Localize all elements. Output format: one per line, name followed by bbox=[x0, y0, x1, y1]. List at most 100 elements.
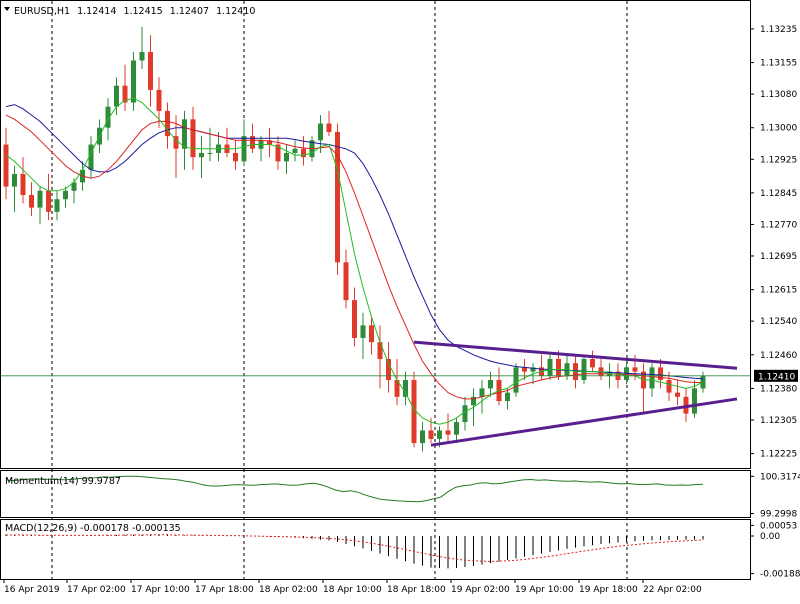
trendline[interactable] bbox=[430, 397, 738, 447]
time-tick-label: 18 Apr 02:00 bbox=[259, 585, 318, 595]
current-price-marker: 1.12410 bbox=[1, 369, 798, 382]
candle bbox=[3, 127, 9, 200]
momentum-tick-label: 100.3174 bbox=[760, 472, 800, 482]
candle bbox=[488, 371, 493, 397]
price-axis: 1.13235 1.13155 1.13080 1.13000 1.12925 1.128… bbox=[750, 25, 797, 460]
candle bbox=[590, 350, 595, 372]
time-tick-label: 19 Apr 02:00 bbox=[451, 585, 510, 595]
candle bbox=[12, 165, 17, 212]
candle bbox=[165, 102, 170, 149]
candle bbox=[403, 371, 408, 406]
current-price-label: 1.12410 bbox=[758, 372, 795, 382]
candle bbox=[539, 354, 544, 381]
time-tick-label: 18 Apr 10:00 bbox=[323, 585, 382, 595]
current-price-badge bbox=[754, 369, 798, 382]
candle bbox=[190, 106, 196, 170]
candle bbox=[182, 110, 187, 170]
trendline[interactable] bbox=[413, 340, 738, 370]
candle bbox=[267, 127, 272, 158]
candle bbox=[547, 354, 553, 381]
candle bbox=[335, 123, 340, 275]
candle bbox=[513, 363, 519, 397]
time-tick-label: 19 Apr 10:00 bbox=[515, 585, 574, 595]
price-tick-label: 1.13000 bbox=[760, 124, 797, 134]
price-panel-frame bbox=[0, 0, 751, 469]
price-tick-label: 1.12540 bbox=[760, 317, 797, 327]
chevron-down-icon[interactable] bbox=[4, 7, 10, 11]
momentum-line bbox=[5, 475, 704, 503]
candle bbox=[352, 287, 357, 347]
candle bbox=[420, 422, 425, 452]
ohlc-high: 1.12415 bbox=[123, 6, 162, 17]
grid-lines bbox=[51, 1, 628, 579]
moving-averages bbox=[5, 97, 704, 425]
candle bbox=[46, 173, 51, 221]
candle bbox=[131, 52, 136, 111]
candle bbox=[139, 26, 145, 69]
candle bbox=[624, 358, 629, 385]
time-tick-label: 22 Apr 02:00 bbox=[643, 585, 702, 595]
candle bbox=[241, 119, 247, 166]
candle bbox=[114, 77, 119, 116]
momentum-tick-label: 99.2998 bbox=[760, 510, 797, 520]
price-tick-label: 1.12615 bbox=[760, 286, 797, 296]
ohlc-open: 1.12414 bbox=[77, 6, 116, 17]
macd-signal-line bbox=[6, 534, 704, 562]
candle bbox=[37, 186, 43, 225]
candle bbox=[233, 140, 238, 170]
candle bbox=[343, 249, 349, 309]
macd-tick-label: 0.00 bbox=[760, 532, 780, 542]
momentum-series: 100.3174 99.2998 bbox=[5, 472, 800, 520]
candle bbox=[20, 157, 26, 204]
time-tick-label: 18 Apr 18:00 bbox=[387, 585, 446, 595]
candle bbox=[505, 388, 510, 410]
candle bbox=[284, 144, 289, 174]
momentum-panel-frame bbox=[0, 470, 751, 518]
candle bbox=[199, 136, 204, 179]
symbol-name: EURUSD,H1 bbox=[14, 6, 70, 17]
candle bbox=[148, 35, 153, 107]
candle bbox=[666, 371, 672, 402]
time-tick-label: 19 Apr 18:00 bbox=[579, 585, 638, 595]
candle bbox=[581, 354, 587, 385]
candle bbox=[598, 358, 604, 381]
ma-fast-line bbox=[5, 97, 704, 425]
candle bbox=[122, 64, 128, 111]
candle bbox=[326, 110, 332, 137]
price-tick-label: 1.13080 bbox=[760, 90, 797, 100]
candle bbox=[88, 136, 94, 179]
candle bbox=[462, 396, 468, 431]
candlestick-series bbox=[3, 26, 706, 452]
price-tick-label: 1.13155 bbox=[760, 59, 797, 69]
candle bbox=[156, 77, 162, 128]
price-tick-label: 1.12925 bbox=[760, 155, 797, 165]
candle bbox=[377, 325, 383, 389]
price-tick-label: 1.12380 bbox=[760, 384, 797, 394]
candle bbox=[54, 190, 60, 221]
price-tick-label: 1.12770 bbox=[760, 220, 797, 230]
macd-panel-frame bbox=[0, 519, 751, 580]
macd-tick-label: 0.00053 bbox=[760, 521, 797, 531]
ma-mid-line bbox=[5, 114, 703, 400]
candle bbox=[360, 312, 366, 359]
candle bbox=[522, 358, 527, 381]
price-tick-label: 1.12845 bbox=[760, 189, 797, 199]
candle bbox=[386, 342, 391, 393]
price-tick-label: 1.12460 bbox=[760, 351, 797, 361]
candle bbox=[658, 358, 663, 389]
price-tick-label: 1.12305 bbox=[760, 416, 797, 426]
time-axis: 16 Apr 2019 17 Apr 02:00 17 Apr 10:00 17 Ap… bbox=[3, 579, 702, 595]
candle bbox=[173, 115, 179, 179]
candle bbox=[224, 127, 230, 158]
candle bbox=[454, 417, 459, 444]
time-tick-label: 17 Apr 02:00 bbox=[67, 585, 126, 595]
price-tick-label: 1.12225 bbox=[760, 450, 797, 460]
candle bbox=[63, 186, 68, 208]
ohlc-low: 1.12407 bbox=[170, 6, 209, 17]
macd-tick-label: -0.00188 bbox=[760, 570, 800, 580]
symbol-label: EURUSD,H1 1.12414 1.12415 1.12407 1.1241… bbox=[14, 6, 255, 17]
time-tick-label: 16 Apr 2019 bbox=[4, 585, 60, 595]
candle bbox=[292, 140, 298, 162]
